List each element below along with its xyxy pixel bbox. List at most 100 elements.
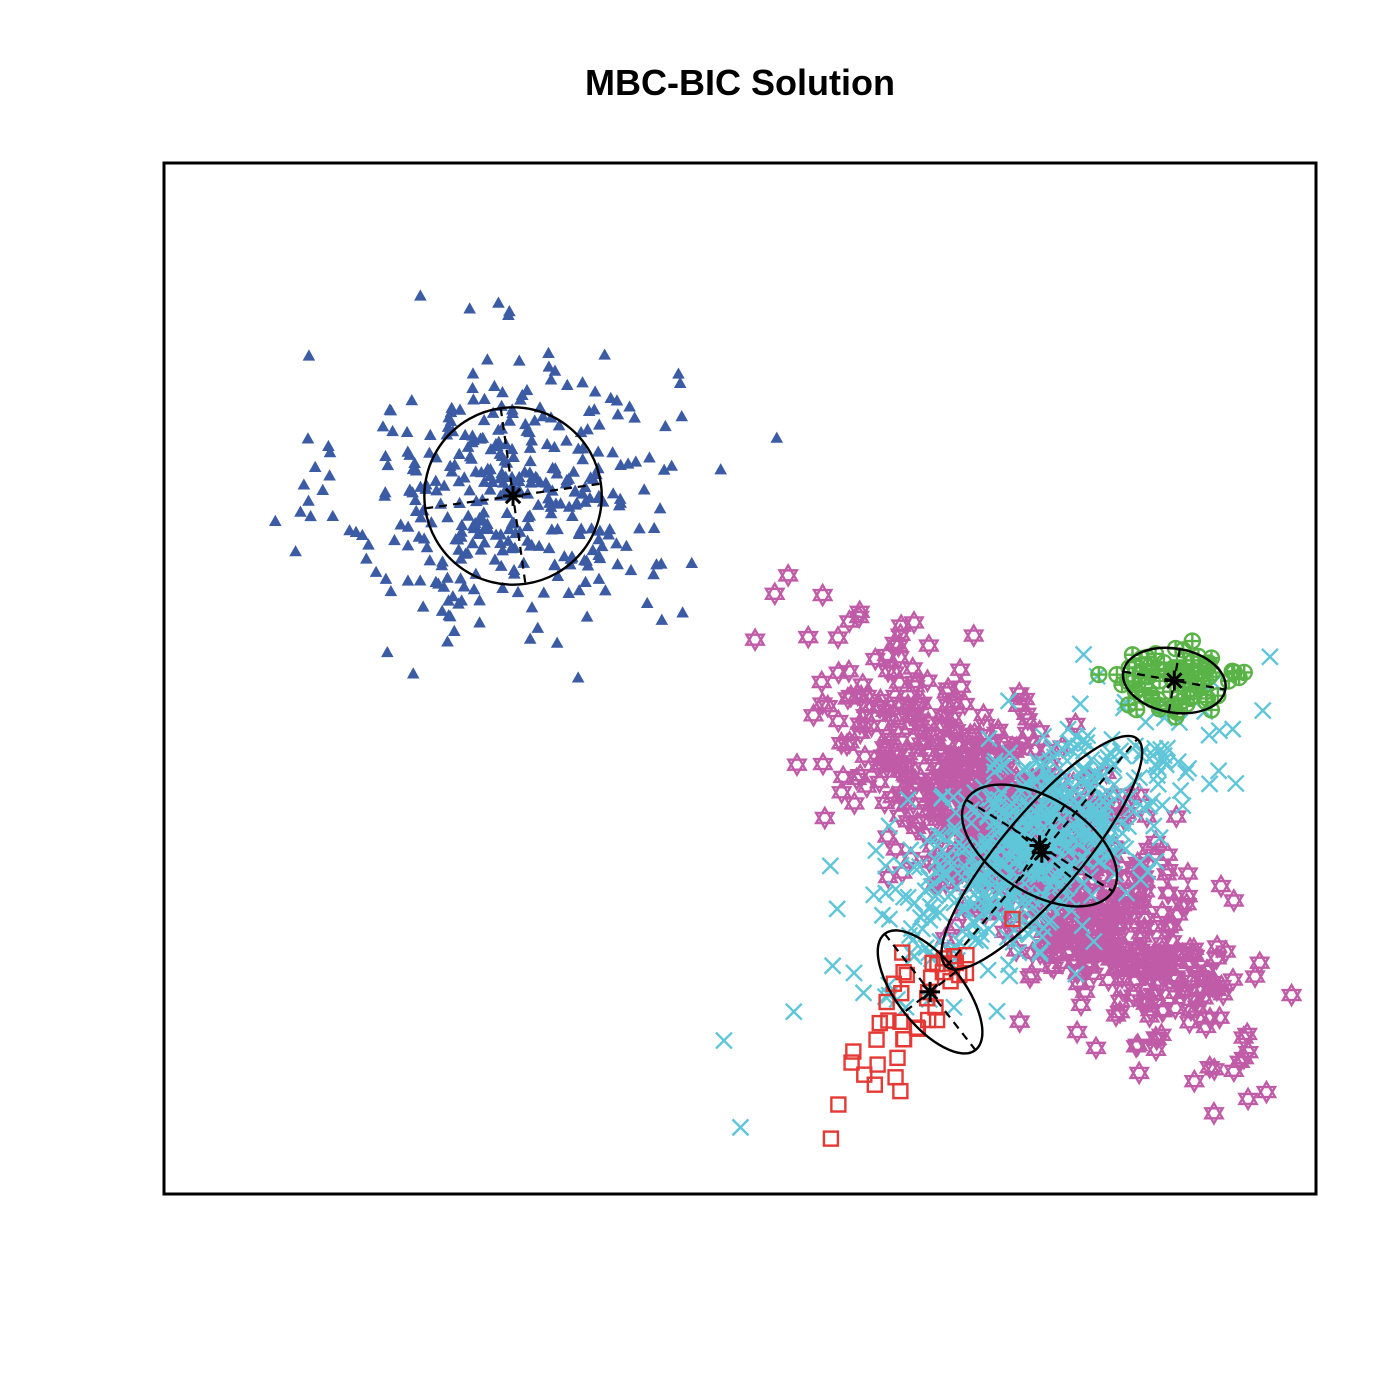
cluster-1-point [507, 450, 520, 462]
cluster-2-point [1151, 899, 1174, 925]
cluster-4-point [1090, 665, 1108, 684]
cluster-2-point [1255, 1079, 1278, 1105]
cluster-5-point [895, 963, 912, 981]
cluster-1-point [576, 453, 589, 465]
cluster-1-point [466, 537, 479, 549]
cluster-2-point [1135, 976, 1157, 1002]
cluster-3-point [965, 894, 984, 913]
cluster-1-point [572, 584, 586, 596]
cluster-1-point [576, 376, 589, 388]
cluster-3-point [993, 894, 1011, 912]
cluster-2-point [884, 836, 907, 862]
cluster-1-point [647, 521, 661, 534]
cluster-3-point [911, 908, 930, 927]
cluster-1-point [633, 522, 646, 534]
cluster-3-point [933, 827, 952, 845]
cluster-3-point [999, 692, 1018, 710]
cluster-3-point [966, 931, 985, 950]
cluster-1-point [579, 495, 592, 507]
cluster-3-point [1045, 748, 1064, 766]
cluster-3-point [731, 1118, 750, 1137]
cluster-3-point [1077, 733, 1096, 752]
cluster-1-point [543, 496, 556, 508]
cluster-1-point [401, 445, 415, 457]
cluster-3-point [1034, 919, 1053, 938]
cluster-1-point [461, 509, 475, 521]
cluster-5-point [843, 1054, 860, 1071]
cluster-1-point [322, 439, 335, 452]
cluster-1-point [542, 346, 555, 358]
cluster-1-point [558, 550, 571, 562]
cluster-2-point [1157, 880, 1180, 906]
cluster-2-point [1195, 1014, 1217, 1040]
cluster-1-point [611, 557, 624, 570]
cluster-3-point [910, 857, 929, 876]
cluster-2-point [946, 912, 968, 938]
cluster-2-point [903, 610, 925, 635]
cluster-1-point [521, 510, 535, 523]
cluster-4-point [1183, 632, 1202, 650]
cluster-3-point [1073, 916, 1092, 935]
cluster-1-point [414, 289, 427, 301]
cluster-1-point [531, 498, 545, 510]
cluster-3-point [927, 852, 946, 870]
cluster-1-point [461, 546, 474, 558]
cluster-3-point [1144, 817, 1163, 835]
cluster-1-point [542, 360, 556, 372]
cluster-2-point [850, 683, 872, 709]
cluster-1-point [489, 528, 503, 540]
cluster-3-point [1111, 742, 1130, 760]
cluster-3-point [876, 857, 895, 875]
cluster-5-point [856, 1066, 873, 1083]
cluster-1-point [441, 511, 454, 523]
cluster-3-point [1138, 862, 1157, 881]
cluster-3-point [1017, 759, 1036, 778]
cluster-1-point [457, 580, 471, 592]
cluster-2-point [868, 769, 891, 795]
cluster-1-point [481, 462, 495, 474]
cluster-1-point [587, 403, 601, 415]
cluster-1-point [493, 472, 507, 484]
cluster-1-point [356, 528, 369, 541]
cluster-1-point [537, 586, 551, 598]
cluster-1-point [494, 559, 508, 571]
cluster-1-point [544, 373, 558, 385]
cluster-1-point [578, 554, 591, 566]
cluster-1-point [495, 449, 509, 462]
cluster-3-point [1067, 727, 1085, 746]
cluster-3-point [1253, 701, 1272, 720]
cluster-1-point [423, 428, 437, 441]
cluster-5-point [866, 1076, 883, 1093]
cluster-1-point [579, 575, 592, 587]
cluster-1-point [595, 539, 609, 552]
cluster-1-point [503, 304, 516, 317]
cluster-1-point [394, 518, 408, 530]
cluster-1-point [496, 581, 509, 593]
cluster-1-point [461, 440, 475, 452]
cluster-2-point [925, 722, 948, 748]
cluster-4-major-axis [1123, 670, 1226, 691]
cluster-1-point [523, 425, 536, 438]
cluster-2-point [1203, 1056, 1226, 1082]
cluster-1-point [476, 493, 489, 505]
cluster-3-point [1176, 763, 1195, 782]
cluster-1-point [447, 624, 461, 636]
cluster-2-point [1020, 962, 1043, 987]
cluster-3-point [900, 926, 919, 945]
cluster-1-point [488, 379, 501, 392]
cluster-1-point [484, 443, 498, 455]
cluster-1-point [542, 541, 556, 554]
cluster-3-point [983, 897, 1001, 916]
cluster-1-point [599, 584, 612, 596]
cluster-2-point [1177, 861, 1199, 886]
cluster-3-point [1004, 933, 1023, 952]
cluster-2-point [816, 693, 839, 719]
cluster-2-point [1164, 939, 1187, 965]
cluster-3-point [1052, 825, 1071, 844]
cluster-2-point [744, 627, 766, 653]
cluster-5-point [957, 964, 975, 982]
cluster-2-point [889, 622, 912, 648]
cluster-3-point [828, 899, 847, 918]
cluster-1-point [566, 509, 579, 521]
cluster-1-point [452, 543, 465, 555]
